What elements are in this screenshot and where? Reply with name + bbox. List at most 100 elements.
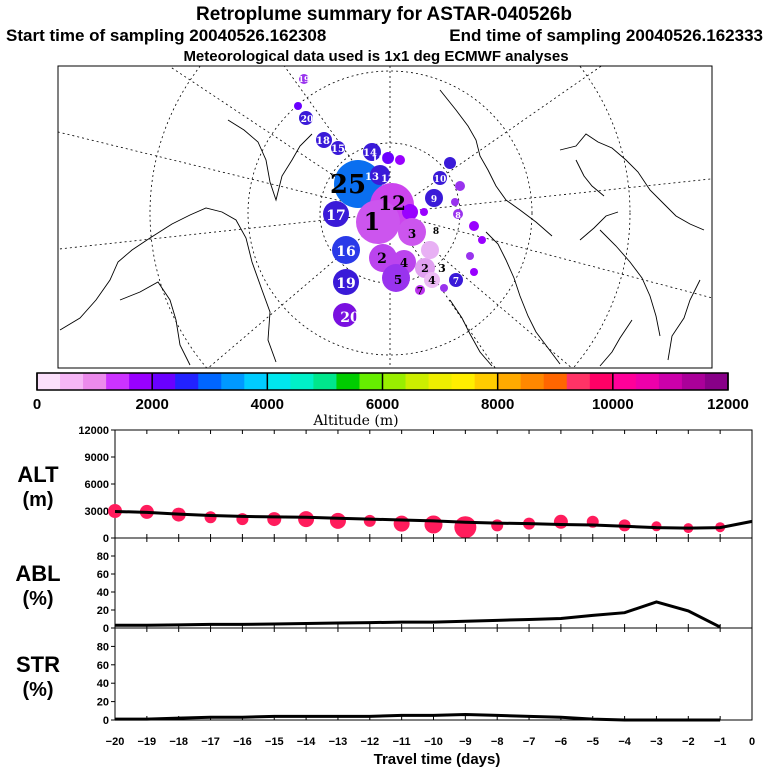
plume-circle [420, 208, 428, 216]
x-tick-label: −9 [459, 736, 472, 748]
plume-circle [425, 189, 443, 207]
colorbar-swatch [543, 373, 568, 390]
y-tick-label: 20 [97, 605, 109, 617]
plume-circle [433, 171, 447, 185]
colorbar-tick-label: 4000 [251, 396, 284, 413]
plume-circle [356, 200, 400, 244]
plume-circle [369, 244, 397, 272]
y-tick-label: 3000 [85, 506, 109, 518]
colorbar-swatch [313, 373, 337, 390]
x-tick-label: −12 [360, 736, 379, 748]
plume-label: 25 [330, 170, 366, 200]
plume-circle [440, 284, 448, 292]
plume-circle [455, 181, 465, 191]
x-tick-label: −3 [650, 736, 663, 748]
y-tick-label: 80 [97, 641, 109, 653]
colorbar-tick-label: 12000 [707, 396, 749, 413]
plume-circle [370, 165, 390, 185]
plume-label: 12 [378, 191, 406, 215]
y-tick-label: 40 [97, 587, 109, 599]
plume-label: 9 [431, 195, 437, 205]
plume-label: 19 [298, 74, 310, 84]
plume-circle [332, 236, 360, 264]
colorbar-swatch [589, 373, 614, 390]
plume-circle [299, 111, 313, 125]
x-tick-label: 0 [749, 736, 755, 748]
plume-circle [469, 221, 479, 231]
colorbar-swatch [704, 373, 729, 390]
plume-label: 20 [301, 115, 314, 125]
colorbar-tick-label: 6000 [366, 396, 399, 413]
colorbar-swatch [497, 373, 522, 390]
plume-label: 17 [326, 208, 345, 224]
plume-circle [453, 209, 463, 219]
x-tick-label: −8 [491, 736, 504, 748]
panel-title-alt: ALT [17, 462, 59, 487]
colorbar-swatch [681, 373, 706, 390]
panel-unit-str: (%) [22, 679, 53, 701]
colorbar-swatch [152, 373, 176, 390]
alt-marker [553, 514, 568, 529]
plume-circle [334, 160, 382, 208]
colorbar-tick-label: 8000 [481, 396, 514, 413]
x-axis-title: Travel time (days) [374, 751, 501, 768]
colorbar-tick-label: 10000 [592, 396, 634, 413]
plume-circle [449, 273, 463, 287]
colorbar-swatch [474, 373, 499, 390]
colorbar-swatch [635, 373, 660, 390]
plume-circle [363, 143, 381, 161]
alt-marker [363, 514, 376, 527]
plume-circle [382, 264, 410, 292]
plume-circle [478, 236, 486, 244]
plume-circle [398, 218, 426, 246]
colorbar-swatch [267, 373, 291, 390]
y-tick-label: 6000 [85, 479, 109, 491]
colorbar-tick-label: 2000 [135, 396, 168, 413]
plume-label: 11 [372, 155, 385, 165]
x-tick-label: −14 [297, 736, 317, 748]
plume-circles [294, 74, 486, 327]
time-series-panels: 030006000900012000ALT(m)020406080ABL(%)0… [15, 425, 755, 748]
plume-label: 7 [453, 277, 459, 287]
y-tick-label: 0 [103, 715, 109, 727]
colorbar-swatch [520, 373, 545, 390]
plume-label: 6 [391, 170, 398, 181]
x-tick-label: −16 [233, 736, 252, 748]
x-tick-label: −15 [265, 736, 284, 748]
colorbar-swatch [290, 373, 314, 390]
plume-circle [466, 252, 474, 260]
y-tick-label: 80 [97, 551, 109, 563]
colorbar-swatch [612, 373, 637, 390]
plume-circle [402, 204, 418, 220]
y-tick-label: 12000 [78, 425, 109, 437]
alt-marker [267, 512, 282, 527]
x-tick-label: −1 [714, 736, 727, 748]
y-tick-label: 40 [97, 678, 109, 690]
map-panel: 20 19 18 17 16 15 14 13 12 11 10 9 8 7 6… [57, 65, 713, 369]
panel-unit-abl: (%) [22, 588, 53, 610]
altitude-colorbar: 0 2000 4000 6000 8000 10000 12000 [33, 372, 749, 413]
plume-circle [331, 141, 345, 155]
y-tick-label: 60 [97, 569, 109, 581]
alt-marker [108, 504, 122, 518]
colorbar-swatch [106, 373, 130, 390]
colorbar-swatch [359, 373, 383, 390]
x-tick-label: −6 [555, 736, 568, 748]
plume-label: 18 [316, 136, 330, 147]
colorbar-swatch [405, 373, 430, 390]
colorbar-swatch [382, 373, 407, 390]
plume-label: 1 [364, 207, 381, 236]
panel-title-abl: ABL [15, 561, 60, 586]
y-tick-label: 0 [103, 623, 109, 635]
plume-label: 15 [331, 144, 345, 155]
colorbar-swatch [175, 373, 199, 390]
colorbar-swatch [451, 373, 476, 390]
colorbar-swatch [37, 373, 61, 390]
plume-circle [451, 198, 459, 206]
plume-circle [333, 303, 357, 327]
y-tick-label: 60 [97, 660, 109, 672]
plume-label: 8 [433, 227, 439, 237]
plume-label: 8 [455, 210, 461, 220]
plume-circle [421, 241, 439, 259]
